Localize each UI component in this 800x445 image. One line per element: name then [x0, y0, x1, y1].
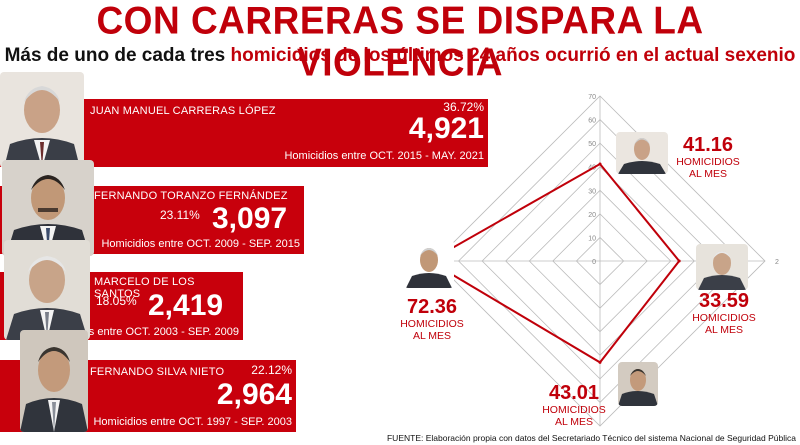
- governor-homicides: 3,097: [212, 202, 288, 235]
- radar-data-point: [598, 162, 602, 166]
- point-label-right: 33.59 HOMICIDIOS AL MES: [684, 290, 764, 336]
- radar-data-point: [677, 259, 681, 263]
- radar-side-tick: 2: [775, 259, 779, 266]
- photo-silva-nieto: [20, 330, 88, 432]
- point-label-unit: HOMICIDIOS: [692, 312, 756, 324]
- point-label-top: 41.16 HOMICIDIOS AL MES: [668, 134, 748, 180]
- governor-name: MARCELO DE LOS SANTOS: [94, 276, 195, 300]
- governor-period: Homicidios entre OCT. 2015 - MAY. 2021: [284, 150, 484, 162]
- source-note: FUENTE: Elaboración propia con datos del…: [386, 433, 796, 443]
- governor-percent: 18.05%: [96, 294, 137, 308]
- page-subtitle: Más de uno de cada tres homicidios de lo…: [0, 44, 800, 68]
- governor-homicides: 2,419: [148, 289, 224, 322]
- point-label-value: 41.16: [682, 134, 734, 156]
- radar-tick-label: 30: [588, 188, 596, 195]
- radar-tick-label: 20: [588, 212, 596, 219]
- point-label-unit: AL MES: [688, 168, 728, 180]
- radar-tick-label: 10: [588, 235, 596, 242]
- governor-homicides: 4,921: [408, 112, 484, 145]
- point-label-value: 43.01: [548, 382, 600, 404]
- point-label-unit: HOMICIDIOS: [400, 318, 464, 330]
- point-label-unit: AL MES: [412, 330, 452, 342]
- governor-name: JUAN MANUEL CARRERAS LÓPEZ: [90, 105, 276, 117]
- governor-period: Homicidios entre OCT. 2009 - SEP. 2015: [101, 238, 300, 250]
- radar-tick-label: 50: [588, 141, 596, 148]
- radar-tick-label: 60: [588, 118, 596, 125]
- point-label-left: 72.36 HOMICIDIOS AL MES: [392, 296, 472, 342]
- subtitle-highlight: homicidios de los últimos 24 años ocurri…: [230, 45, 796, 66]
- photo-de-los-santos: [4, 240, 90, 340]
- subtitle-text: Más de uno de cada tres: [4, 45, 231, 66]
- page-title: CON CARRERAS SE DISPARA LA VIOLENCIA: [96, 0, 704, 84]
- governor-percent: 23.11%: [160, 208, 200, 222]
- radar-photo-silva-nieto: [618, 362, 658, 406]
- governor-name: FERNANDO TORANZO FERNÁNDEZ: [94, 190, 288, 202]
- governor-period: Homicidios entre OCT. 1997 - SEP. 2003: [93, 416, 292, 428]
- point-label-value: 72.36: [406, 296, 458, 318]
- radar-tick-label: 70: [588, 94, 596, 101]
- governor-period: Homicidios entre OCT. 2003 - SEP. 2009: [40, 326, 239, 338]
- radar-photo-toranzo: [404, 240, 454, 288]
- radar-photo-de-los-santos: [696, 244, 748, 290]
- point-label-unit: HOMICIDIOS: [542, 404, 606, 416]
- point-label-unit: AL MES: [704, 324, 744, 336]
- radar-data-point: [598, 360, 602, 364]
- governor-percent: 36.72%: [443, 100, 484, 114]
- governor-percent: 22.12%: [251, 363, 292, 377]
- point-label-unit: HOMICIDIOS: [676, 156, 740, 168]
- point-label-bottom: 43.01 HOMICIDIOS AL MES: [534, 382, 614, 428]
- governor-homicides: 2,964: [216, 378, 292, 411]
- radar-tick-label: 0: [592, 259, 596, 266]
- governor-name: FERNANDO SILVA NIETO: [90, 366, 225, 378]
- photo-carreras: [0, 72, 84, 168]
- radar-photo-carreras: [616, 132, 668, 174]
- point-label-unit: AL MES: [554, 416, 594, 428]
- point-label-value: 33.59: [698, 290, 750, 312]
